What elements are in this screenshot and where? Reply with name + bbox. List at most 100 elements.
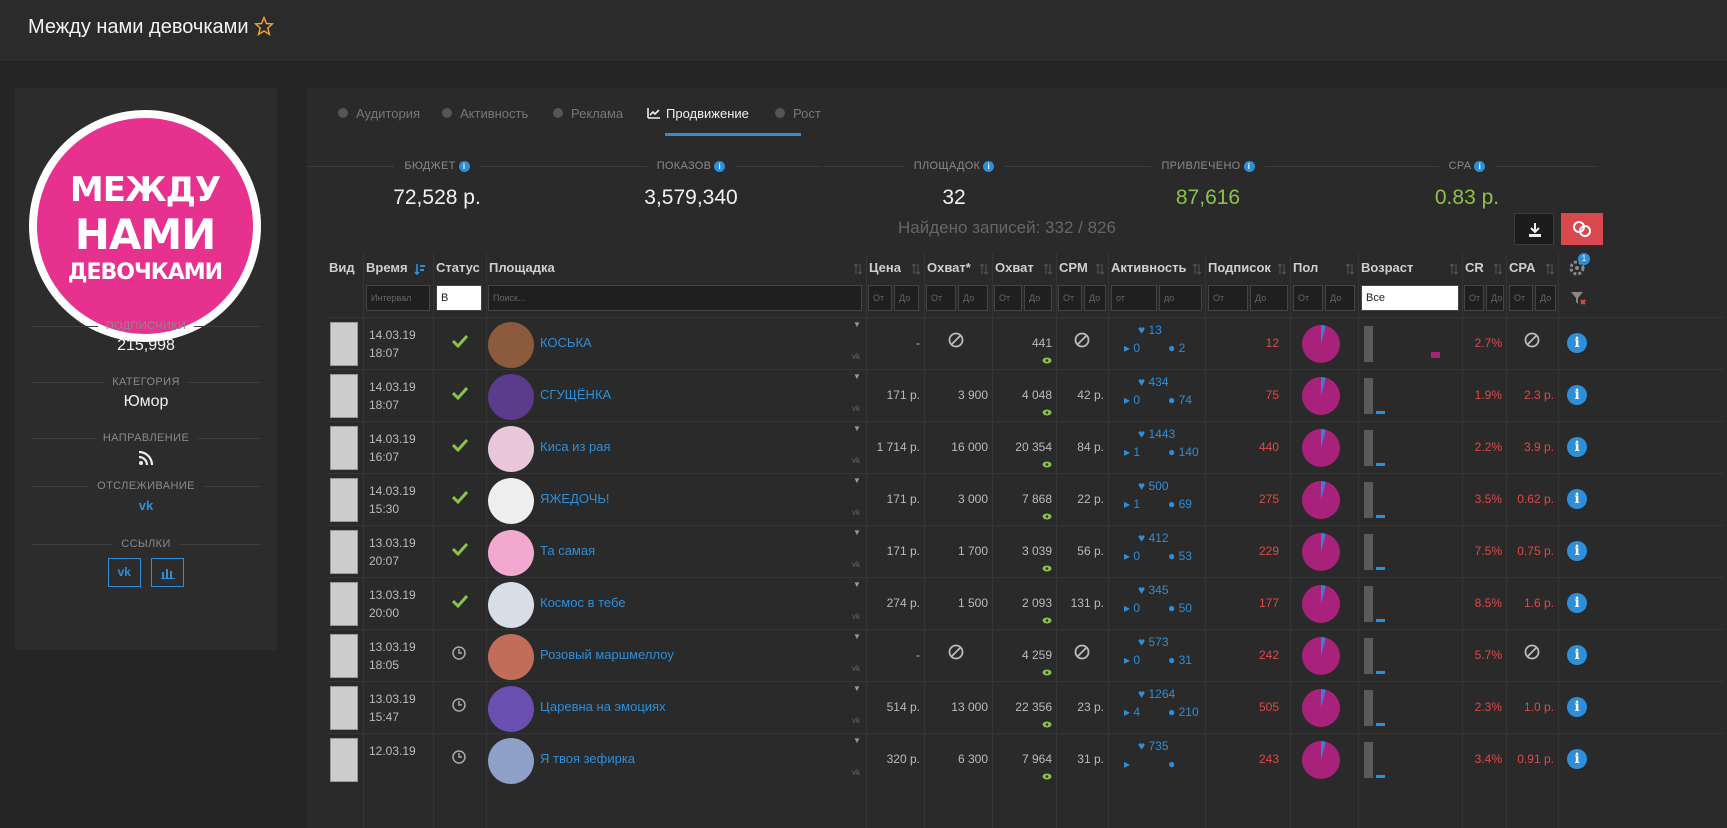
post-thumbnail[interactable]: [330, 738, 358, 782]
time-filter[interactable]: Интервал: [366, 285, 430, 311]
sort-icon[interactable]: [1095, 262, 1105, 275]
community-name[interactable]: СГУЩЁНКА: [540, 387, 612, 402]
post-thumbnail[interactable]: [330, 374, 358, 418]
info-icon[interactable]: i: [1567, 593, 1587, 613]
info-icon[interactable]: i: [1243, 160, 1255, 172]
community-name[interactable]: Я твоя зефирка: [540, 751, 636, 766]
community-name[interactable]: ЯЖЕДОЧЬ!: [540, 491, 610, 506]
filter-icon[interactable]: ▼: [853, 684, 861, 693]
column-header[interactable]: Статус: [436, 260, 480, 275]
star-icon[interactable]: [254, 16, 274, 36]
community-name[interactable]: Царевна на эмоциях: [540, 699, 666, 714]
column-header[interactable]: Активность: [1111, 260, 1187, 275]
sort-icon[interactable]: [1043, 262, 1053, 275]
tab-3[interactable]: Продвижение: [647, 106, 749, 121]
sort-icon[interactable]: [1192, 262, 1202, 275]
tab-0[interactable]: Аудитория: [337, 106, 420, 121]
info-icon[interactable]: i: [1567, 437, 1587, 457]
sort-icon[interactable]: [1493, 262, 1503, 275]
filter-icon[interactable]: ▼: [853, 632, 861, 641]
info-icon[interactable]: i: [1567, 645, 1587, 665]
community-avatar[interactable]: [488, 530, 534, 576]
info-icon[interactable]: i: [1567, 697, 1587, 717]
filter-icon[interactable]: ▼: [853, 736, 861, 745]
tab-4[interactable]: Рост: [774, 106, 821, 121]
info-icon[interactable]: i: [1567, 749, 1587, 769]
to-filter[interactable]: До: [1024, 285, 1052, 311]
sort-icon[interactable]: [1277, 262, 1287, 275]
to-filter[interactable]: До: [1535, 285, 1556, 311]
from-filter[interactable]: От: [868, 285, 892, 311]
info-icon[interactable]: i: [1567, 333, 1587, 353]
info-icon[interactable]: i: [983, 160, 995, 172]
filter-icon[interactable]: ▼: [853, 372, 861, 381]
sort-icon[interactable]: [1345, 262, 1355, 275]
post-thumbnail[interactable]: [330, 582, 358, 626]
community-name[interactable]: Космос в тебе: [540, 595, 626, 610]
column-header[interactable]: Пол: [1293, 260, 1319, 275]
column-header[interactable]: Охват*: [927, 260, 971, 275]
download-button[interactable]: [1514, 213, 1554, 245]
search-input[interactable]: Поиск...: [488, 285, 862, 311]
filter-icon[interactable]: ▼: [853, 528, 861, 537]
from-filter[interactable]: от: [1111, 285, 1157, 311]
post-thumbnail[interactable]: [330, 686, 358, 730]
to-filter[interactable]: до: [1159, 285, 1202, 311]
sort-icon[interactable]: [979, 262, 989, 275]
sort-icon[interactable]: [911, 262, 921, 275]
community-name[interactable]: Розовый маршмеллоу: [540, 647, 674, 662]
info-icon[interactable]: i: [458, 160, 470, 172]
to-filter[interactable]: До: [958, 285, 988, 311]
column-header[interactable]: CPM: [1059, 260, 1088, 275]
community-name[interactable]: КОСЬКА: [540, 335, 592, 350]
filter-icon[interactable]: ▼: [853, 476, 861, 485]
from-filter[interactable]: От: [1509, 285, 1533, 311]
to-filter[interactable]: До: [1250, 285, 1288, 311]
column-header[interactable]: Площадка: [489, 260, 555, 275]
column-header[interactable]: Возраст: [1361, 260, 1414, 275]
from-filter[interactable]: От: [1058, 285, 1082, 311]
to-filter[interactable]: До: [1486, 285, 1504, 311]
post-thumbnail[interactable]: [330, 322, 358, 366]
sort-active-icon[interactable]: [414, 262, 425, 276]
vk-link-button[interactable]: vk: [107, 558, 141, 587]
tab-2[interactable]: Реклама: [552, 106, 623, 121]
post-thumbnail[interactable]: [330, 478, 358, 522]
community-name[interactable]: Та самая: [540, 543, 596, 558]
post-thumbnail[interactable]: [330, 426, 358, 470]
column-header[interactable]: Подписок: [1208, 260, 1271, 275]
column-header[interactable]: Вид: [329, 260, 355, 275]
tab-1[interactable]: Активность: [441, 106, 528, 121]
filter-clear-icon[interactable]: [1570, 290, 1586, 306]
column-header[interactable]: Охват: [995, 260, 1034, 275]
from-filter[interactable]: От: [926, 285, 956, 311]
filter-icon[interactable]: ▼: [853, 424, 861, 433]
info-icon[interactable]: i: [714, 160, 726, 172]
community-avatar[interactable]: [488, 634, 534, 680]
from-filter[interactable]: От: [1464, 285, 1484, 311]
from-filter[interactable]: От: [1293, 285, 1323, 311]
community-avatar[interactable]: [488, 582, 534, 628]
stats-link-button[interactable]: [151, 558, 185, 587]
column-header[interactable]: CR: [1465, 260, 1484, 275]
filter-icon[interactable]: ▼: [853, 580, 861, 589]
sort-icon[interactable]: [853, 262, 863, 275]
column-header[interactable]: Цена: [869, 260, 901, 275]
from-filter[interactable]: От: [994, 285, 1022, 311]
from-filter[interactable]: От: [1208, 285, 1248, 311]
to-filter[interactable]: До: [1325, 285, 1355, 311]
community-avatar[interactable]: [488, 738, 534, 784]
community-avatar[interactable]: [488, 426, 534, 472]
post-thumbnail[interactable]: [330, 634, 358, 678]
community-avatar[interactable]: [488, 374, 534, 420]
to-filter[interactable]: До: [894, 285, 919, 311]
community-avatar[interactable]: [488, 322, 534, 368]
community-name[interactable]: Киса из рая: [540, 439, 611, 454]
filter-icon[interactable]: ▼: [853, 320, 861, 329]
info-icon[interactable]: i: [1567, 541, 1587, 561]
info-icon[interactable]: i: [1567, 385, 1587, 405]
community-avatar[interactable]: [488, 478, 534, 524]
column-header[interactable]: Время: [366, 260, 408, 275]
link-button[interactable]: [1561, 213, 1603, 245]
info-icon[interactable]: i: [1567, 489, 1587, 509]
